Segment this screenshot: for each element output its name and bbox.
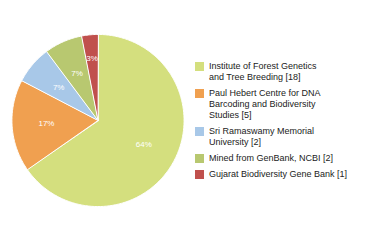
svg-text:64%: 64% [136,140,152,149]
html-text:Mined from GenBank, NCBI [2]: Mined from GenBank, NCBI [2] [209,152,334,163]
svg-text:7%: 7% [53,83,65,92]
html-text:Gujarat Biodiversity Gene Bank: Gujarat Biodiversity Gene Bank [1] [209,168,348,179]
svg-text:17%: 17% [38,119,54,128]
html-text:Institute of Forest Genetics a: Institute of Forest Genetics and Tree Br… [209,60,317,82]
html-text:Sri Ramaswamy Memorial Univers: Sri Ramaswamy Memorial University [2] [209,125,314,147]
svg-text:7%: 7% [71,69,83,78]
html-text:Paul Hebert Centre for DNA Bar: Paul Hebert Centre for DNA Barcoding and… [209,87,321,120]
svg-text:3%: 3% [86,54,98,63]
